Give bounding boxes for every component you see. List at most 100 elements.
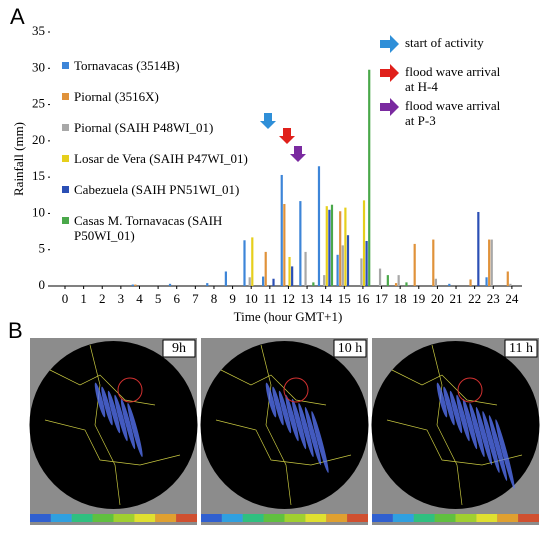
color-bar: [434, 514, 456, 522]
rain-cell: [488, 415, 508, 481]
bar: [264, 251, 267, 286]
location: [283, 377, 309, 403]
bar: [485, 277, 488, 286]
color-bar: [305, 514, 327, 522]
x-tick-label: 16: [356, 291, 370, 306]
rain-cell: [311, 411, 329, 473]
bar: [336, 254, 339, 286]
y-tick-label: 30: [32, 59, 45, 74]
color-bar: [221, 514, 243, 522]
y-tick-label: 0: [39, 277, 46, 292]
radar-disc: [371, 341, 540, 509]
x-tick-label: 7: [192, 291, 199, 306]
rain-cell: [482, 411, 500, 473]
radar-disc: [200, 341, 369, 509]
bar: [262, 276, 265, 286]
rain-cell: [456, 394, 470, 442]
annotation-arrow: [380, 98, 399, 116]
bar: [434, 278, 437, 286]
annotation-arrow: [380, 64, 399, 82]
bar: [206, 283, 209, 286]
annotation: flood wave arrival: [405, 98, 501, 113]
rain-cell: [304, 407, 322, 465]
rain-cell: [114, 394, 128, 442]
bar: [299, 201, 302, 286]
bar: [323, 275, 326, 286]
color-bar: [326, 514, 348, 522]
color-bar: [476, 514, 498, 522]
color-bar: [71, 514, 93, 522]
bar: [488, 239, 491, 286]
legend-label: Piornal (3516X): [74, 89, 159, 104]
color-bar: [201, 514, 222, 522]
legend-swatch: [62, 155, 69, 162]
y-tick-label: 15: [32, 168, 45, 183]
bar: [397, 275, 400, 286]
legend-label: Tornavacas (3514B): [74, 58, 180, 73]
bar: [131, 284, 134, 286]
rain-cell: [285, 394, 299, 442]
rain-cell: [469, 402, 485, 458]
color-bar: [392, 514, 414, 522]
rain-cell: [101, 386, 113, 426]
borders: [44, 344, 181, 506]
y-axis-label: Rainfall (mm): [11, 122, 26, 196]
bar: [405, 282, 408, 286]
x-tick-label: 22: [468, 291, 481, 306]
bar: [168, 283, 172, 286]
rain-cell: [265, 382, 277, 418]
x-tick-label: 19: [412, 291, 425, 306]
annotation: at P-3: [405, 113, 436, 128]
color-bar: [113, 514, 135, 522]
rain-cell: [94, 382, 106, 418]
radar-disc: [29, 341, 198, 509]
location: [457, 377, 483, 403]
x-tick-label: 13: [301, 291, 314, 306]
x-tick-label: 9: [229, 291, 236, 306]
bar: [243, 240, 246, 286]
bar: [251, 237, 254, 286]
bar: [365, 241, 368, 286]
bar: [328, 209, 331, 286]
y-tick-label: 5: [39, 241, 46, 256]
legend-item: Losar de Vera (SAIH P47WI_01): [62, 151, 274, 166]
color-bar: [242, 514, 264, 522]
legend-item: Cabezuela (SAIH PN51WI_01): [62, 182, 274, 197]
color-bar: [413, 514, 435, 522]
rain-cell: [436, 382, 448, 418]
legend-item: Casas M. Tornavacas (SAIH P50WI_01): [62, 213, 274, 243]
legend-swatch: [62, 124, 69, 131]
bar: [448, 283, 451, 286]
rain-cell: [462, 398, 478, 450]
rain-cell: [272, 386, 284, 426]
radar-panels: 9h 10 h 11 h: [29, 338, 540, 525]
x-tick-label: 6: [173, 291, 180, 306]
bar: [509, 283, 512, 286]
legend-swatch: [62, 186, 69, 193]
legend-swatch: [62, 217, 69, 224]
color-bar: [497, 514, 519, 522]
bar: [312, 282, 315, 286]
bar: [362, 200, 366, 286]
bar: [325, 206, 328, 286]
x-tick-label: 11: [264, 291, 277, 306]
y-tick-label: 25: [32, 96, 45, 111]
x-tick-label: 5: [155, 291, 162, 306]
x-tick-label: 1: [80, 291, 87, 306]
x-tick-label: 21: [450, 291, 463, 306]
bar: [248, 277, 251, 286]
rain-cell: [120, 398, 136, 450]
rain-cell: [127, 402, 143, 458]
bar: [330, 204, 334, 286]
color-bar: [176, 514, 197, 522]
x-tick-label: 15: [338, 291, 351, 306]
x-tick-label: 20: [431, 291, 444, 306]
legend-label: Losar de Vera (SAIH P47WI_01): [74, 151, 248, 166]
color-bar: [347, 514, 368, 522]
label-box: [162, 339, 196, 358]
legend-label: Piornal (SAIH P48WI_01): [74, 120, 214, 135]
bar: [368, 69, 371, 286]
legend-label: Cabezuela (SAIH PN51WI_01): [74, 182, 240, 197]
